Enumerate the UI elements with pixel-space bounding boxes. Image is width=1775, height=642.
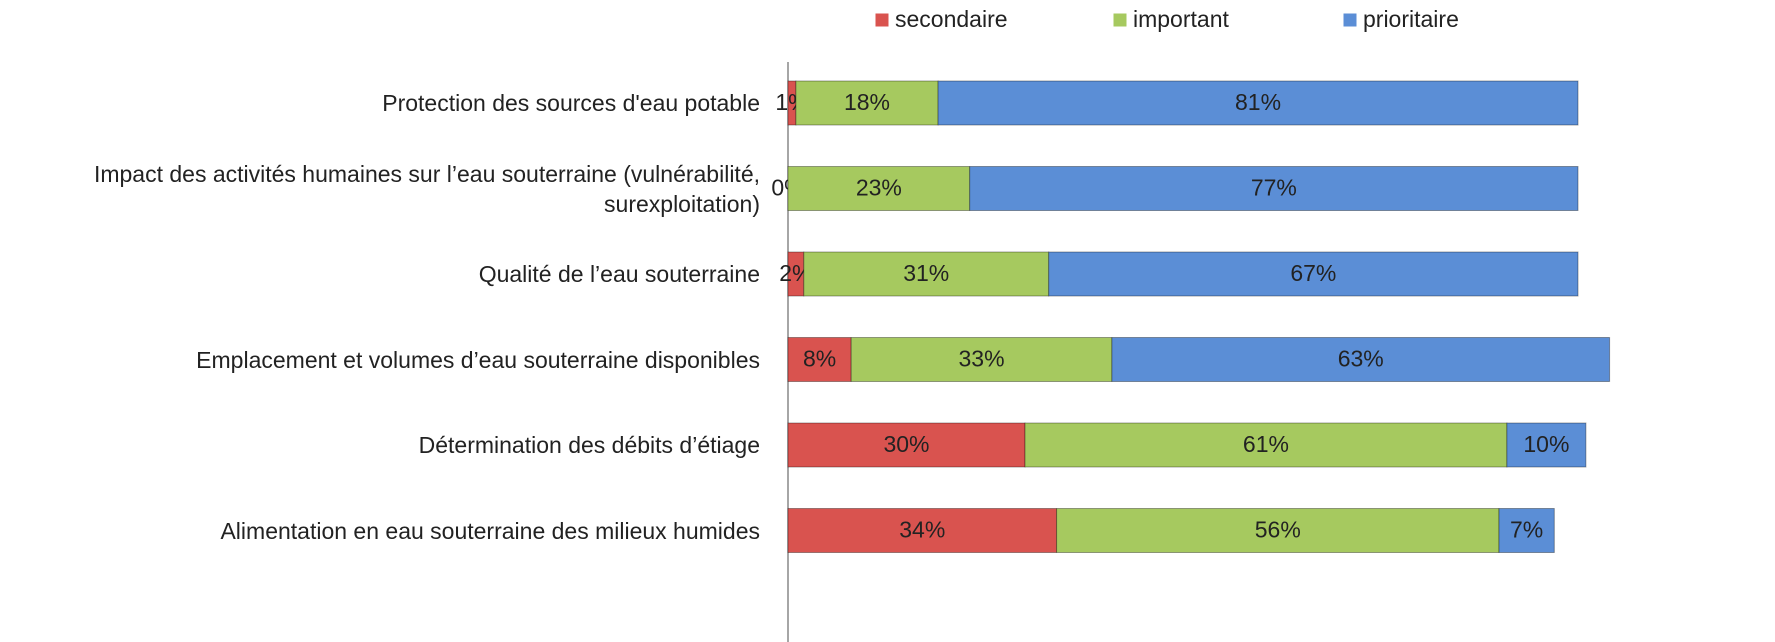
bar-segment bbox=[1506, 422, 1587, 468]
data-label: 81% bbox=[1235, 89, 1281, 115]
data-label: 56% bbox=[1255, 517, 1301, 543]
bar-segment bbox=[803, 251, 1050, 297]
category-label: Alimentation en eau souterraine des mili… bbox=[220, 517, 760, 544]
data-label: 10% bbox=[1523, 431, 1569, 457]
data-label: 7% bbox=[1510, 517, 1543, 543]
data-label: 67% bbox=[1290, 260, 1336, 286]
data-label: 31% bbox=[903, 260, 949, 286]
legend-swatch bbox=[874, 12, 890, 28]
category-label: Emplacement et volumes d’eau souterraine… bbox=[196, 346, 760, 373]
legend-swatch bbox=[1342, 12, 1358, 28]
bar-segment bbox=[787, 337, 852, 382]
data-label: 34% bbox=[899, 517, 945, 543]
data-label: 23% bbox=[856, 175, 902, 201]
data-label: 77% bbox=[1251, 175, 1297, 201]
legend-label: prioritaire bbox=[1363, 6, 1459, 32]
bar-segment bbox=[937, 80, 1579, 126]
legend-label: important bbox=[1133, 6, 1229, 32]
category-label: Protection des sources d'eau potable bbox=[382, 90, 760, 116]
data-label: 18% bbox=[844, 89, 890, 115]
data-label: 33% bbox=[959, 346, 1005, 372]
bar-segment bbox=[969, 166, 1579, 211]
data-label: 61% bbox=[1243, 431, 1289, 457]
bar-segment bbox=[1048, 251, 1579, 297]
category-label: Qualité de l’eau souterraine bbox=[478, 261, 760, 287]
legend-swatch bbox=[1112, 12, 1128, 28]
legend-label: secondaire bbox=[895, 6, 1008, 32]
data-label: 63% bbox=[1338, 346, 1384, 372]
bar-segment bbox=[1111, 337, 1611, 382]
bar-segment bbox=[787, 422, 1026, 468]
category-label: Impact des activités humaines sur l’eau … bbox=[93, 160, 760, 217]
data-label: 30% bbox=[883, 431, 929, 457]
bar-segment bbox=[787, 508, 1058, 553]
bar-segment bbox=[795, 80, 939, 126]
category-label: Détermination des débits d’étiage bbox=[418, 432, 760, 458]
data-label: 8% bbox=[803, 346, 836, 372]
bar-segment bbox=[1498, 508, 1555, 553]
